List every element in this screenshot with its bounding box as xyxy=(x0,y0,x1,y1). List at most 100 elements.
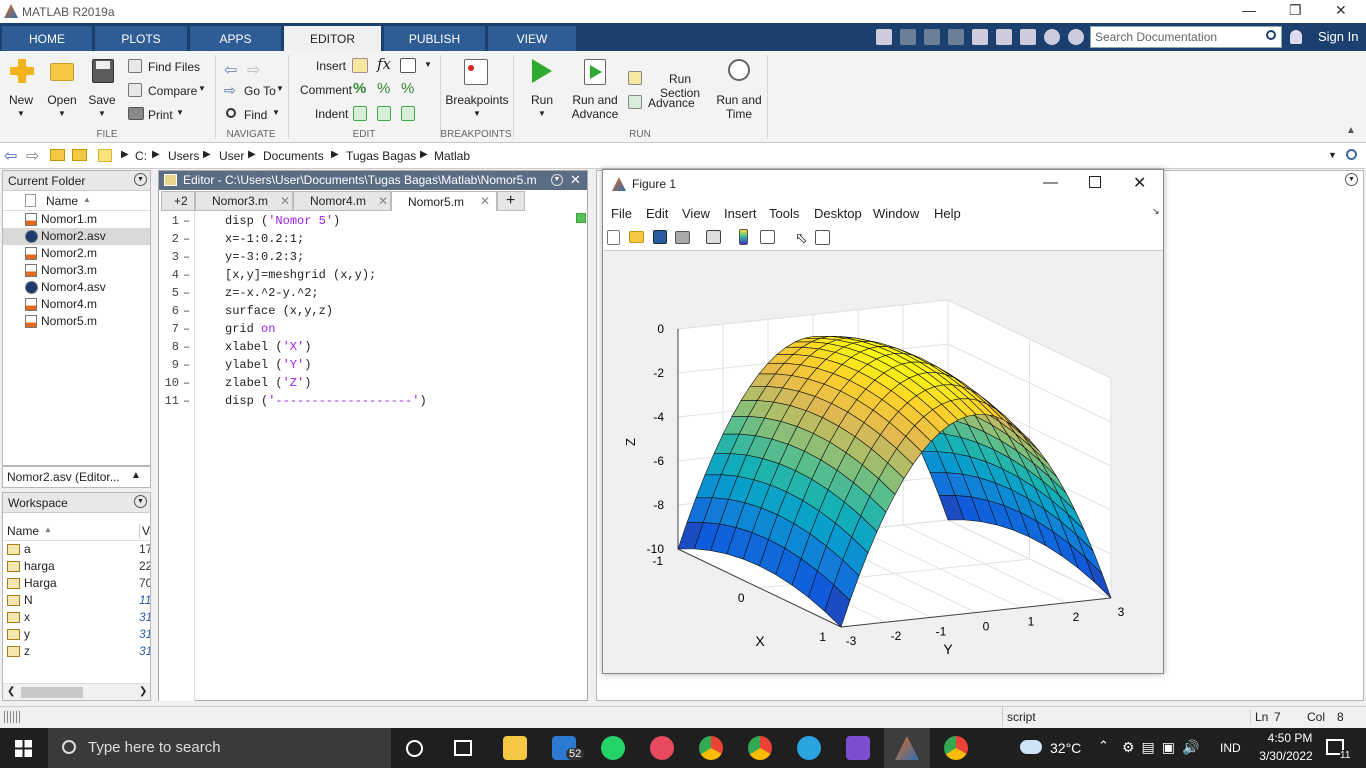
code-line[interactable]: 3– y=-3:0.2:3; xyxy=(159,248,569,266)
folder-file-item[interactable]: Nomor4.m xyxy=(3,296,150,313)
breakpoint-marker[interactable]: – xyxy=(183,250,191,264)
language-indicator[interactable]: IND xyxy=(1220,741,1241,755)
save-quick-icon[interactable] xyxy=(876,29,892,45)
workspace-var-row[interactable]: y 31 xyxy=(3,626,150,643)
breadcrumb-c[interactable]: C: xyxy=(135,149,147,163)
menu-help[interactable]: Help xyxy=(934,206,961,221)
save-button[interactable]: Save ▼ xyxy=(84,57,120,123)
code-line[interactable]: 7– grid on xyxy=(159,320,569,338)
search-documentation-input[interactable]: Search Documentation xyxy=(1090,26,1282,48)
editor-tab-nomor4[interactable]: Nomor4.m ✕ xyxy=(293,191,391,211)
tab-apps[interactable]: APPS xyxy=(190,26,281,51)
menu-desktop[interactable]: Desktop xyxy=(814,206,862,221)
menu-window[interactable]: Window xyxy=(873,206,920,221)
telegram-icon[interactable] xyxy=(797,736,821,760)
editor-menu-icon[interactable]: ▼ xyxy=(551,174,563,186)
analyzer-status-icon[interactable] xyxy=(576,213,586,223)
run-button[interactable]: Run ▼ xyxy=(520,57,564,123)
breakpoint-marker[interactable]: – xyxy=(183,394,191,408)
help-quick-icon[interactable] xyxy=(1044,29,1060,45)
scroll-right-icon[interactable]: ❯ xyxy=(139,686,148,697)
insert-section-icon[interactable] xyxy=(352,58,368,73)
app-network-icon[interactable] xyxy=(650,736,674,760)
breakpoint-marker[interactable]: – xyxy=(183,214,191,228)
code-line[interactable]: 8– xlabel ('X') xyxy=(159,338,569,356)
paste-quick-icon[interactable] xyxy=(948,29,964,45)
weather-icon[interactable] xyxy=(1020,740,1042,754)
figure-minimize-button[interactable]: — xyxy=(1043,174,1058,191)
breakpoint-marker[interactable]: – xyxy=(183,376,191,390)
folder-file-item[interactable]: Nomor5.m xyxy=(3,313,150,330)
undo-quick-icon[interactable] xyxy=(972,29,988,45)
decrease-indent-icon[interactable] xyxy=(401,106,415,121)
whatsapp-icon[interactable] xyxy=(601,736,625,760)
folder-file-item[interactable]: Nomor2.m xyxy=(3,245,150,262)
details-panel[interactable]: Nomor2.asv (Editor... ▲ xyxy=(2,466,151,488)
code-line[interactable]: 11– disp ('-------------------') xyxy=(159,392,569,410)
options-quick-icon[interactable] xyxy=(1068,29,1084,45)
breakpoint-marker[interactable]: – xyxy=(183,286,191,300)
task-view-icon[interactable] xyxy=(454,740,472,756)
insert-function-icon[interactable] xyxy=(400,58,416,73)
menu-file[interactable]: File xyxy=(611,206,632,221)
percent-icon[interactable]: % xyxy=(353,80,367,97)
link-plot-icon[interactable] xyxy=(706,230,721,244)
workspace-var-row[interactable]: a 17 xyxy=(3,541,150,558)
print-button[interactable]: Print ▼ xyxy=(128,106,218,124)
panel-menu-icon[interactable]: ▼ xyxy=(134,495,147,508)
menu-view[interactable]: View xyxy=(682,206,710,221)
clock-date[interactable]: 3/30/2022 xyxy=(1259,749,1313,763)
save-figure-icon[interactable] xyxy=(653,230,667,244)
workspace-var-row[interactable]: x 31 xyxy=(3,609,150,626)
breakpoint-marker[interactable]: – xyxy=(183,358,191,372)
search-icon[interactable] xyxy=(1266,30,1276,40)
file-explorer-icon[interactable] xyxy=(503,736,527,760)
chrome-icon[interactable] xyxy=(748,736,772,760)
chevron-down-icon[interactable]: ▼ xyxy=(1328,150,1337,160)
workspace-var-row[interactable]: N 11 xyxy=(3,592,150,609)
collapse-ribbon-icon[interactable]: ▲ xyxy=(1346,125,1356,136)
menu-insert[interactable]: Insert xyxy=(724,206,757,221)
folder-file-item[interactable]: Nomor1.m xyxy=(3,211,150,228)
windows-start-icon[interactable] xyxy=(15,740,32,757)
back-arrow-icon[interactable]: ⇦ xyxy=(4,148,18,165)
chevron-down-icon[interactable]: ▼ xyxy=(424,60,432,69)
breadcrumb-users[interactable]: Users xyxy=(168,149,200,163)
chrome-profile-icon[interactable] xyxy=(699,736,723,760)
cursor-icon[interactable]: ⬁ xyxy=(795,230,808,247)
figure-close-button[interactable]: ✕ xyxy=(1133,175,1147,192)
breakpoint-marker[interactable]: – xyxy=(183,232,191,246)
breadcrumb-tugas-bagas[interactable]: Tugas Bagas xyxy=(346,149,417,163)
redo-quick-icon[interactable] xyxy=(996,29,1012,45)
compare-button[interactable]: Compare ▼ xyxy=(128,82,218,100)
fx-icon[interactable]: fx xyxy=(377,55,392,73)
system-tray-icons[interactable]: ⚙▤▣🔊 xyxy=(1122,739,1207,755)
restore-button[interactable]: ❐ xyxy=(1289,2,1302,18)
folder-file-item[interactable]: Nomor2.asv xyxy=(3,228,150,245)
property-inspector-icon[interactable] xyxy=(815,230,830,245)
taskbar-search-input[interactable]: Type here to search xyxy=(48,728,391,768)
open-file-icon[interactable] xyxy=(629,231,644,243)
code-line[interactable]: 6– surface (x,y,z) xyxy=(159,302,569,320)
open-button[interactable]: Open ▼ xyxy=(44,57,80,123)
name-column-header[interactable]: Name xyxy=(46,194,79,208)
editor-close-icon[interactable]: ✕ xyxy=(570,172,581,187)
panel-menu-icon[interactable]: ▼ xyxy=(1345,173,1358,186)
breadcrumb-matlab[interactable]: Matlab xyxy=(434,149,471,163)
editor-tab-nomor5[interactable]: Nomor5.m ✕ xyxy=(391,191,497,211)
increase-indent-icon[interactable] xyxy=(377,106,391,121)
notification-bell-icon[interactable] xyxy=(1290,30,1302,44)
find-button[interactable]: Find ▼ xyxy=(224,106,294,124)
breadcrumb-user[interactable]: User xyxy=(219,149,245,163)
surface-plot[interactable]: 0-2-4-6-8-10-101 -3 -2 -1 0 1 2 3 Z X Y xyxy=(603,252,1163,674)
code-line[interactable]: 9– ylabel ('Y') xyxy=(159,356,569,374)
tab-home[interactable]: HOME xyxy=(2,26,92,51)
scroll-left-icon[interactable]: ❮ xyxy=(7,686,16,697)
new-button[interactable]: New ▼ xyxy=(4,57,38,123)
tab-publish[interactable]: PUBLISH xyxy=(384,26,485,51)
forward-arrow-icon[interactable]: ⇨ xyxy=(26,148,40,165)
wrap-comment-icon[interactable]: % xyxy=(401,80,415,97)
figure-maximize-button[interactable] xyxy=(1089,176,1101,188)
up-folder-icon[interactable] xyxy=(50,149,65,161)
folder-file-item[interactable]: Nomor4.asv xyxy=(3,279,150,296)
